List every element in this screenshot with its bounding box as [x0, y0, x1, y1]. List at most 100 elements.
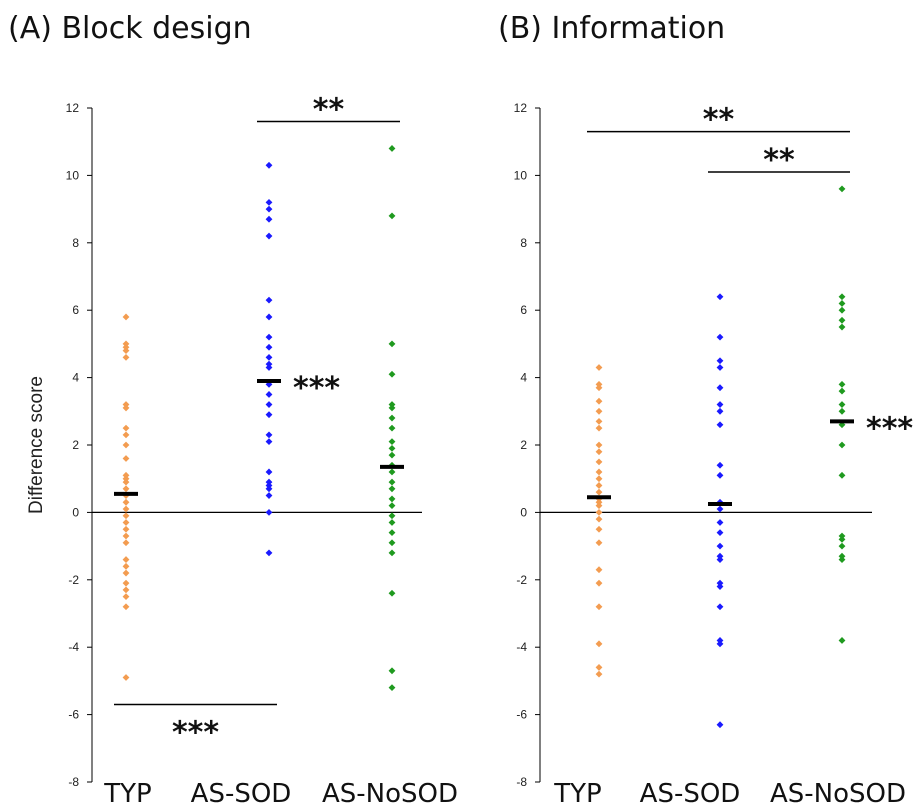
data-point — [122, 593, 130, 601]
data-point — [388, 370, 396, 378]
data-point — [122, 586, 130, 594]
data-point — [388, 539, 396, 547]
data-point — [595, 525, 603, 533]
y-tick-label: -6 — [516, 708, 527, 722]
data-point — [838, 535, 846, 543]
data-point — [122, 431, 130, 439]
data-point — [595, 458, 603, 466]
data-point — [265, 343, 273, 351]
y-tick-label: 2 — [72, 438, 79, 452]
data-point — [716, 364, 724, 371]
data-point — [265, 485, 273, 493]
y-tick-label: -2 — [68, 573, 79, 587]
data-point — [716, 421, 724, 429]
data-point — [595, 566, 603, 574]
data-point — [716, 401, 724, 408]
data-point — [838, 471, 846, 479]
data-point — [122, 313, 130, 321]
data-point — [595, 509, 603, 516]
data-point — [595, 448, 603, 456]
data-point — [122, 347, 130, 355]
data-point — [122, 539, 130, 547]
data-point — [122, 404, 130, 412]
data-point — [716, 519, 724, 526]
data-point — [838, 306, 846, 314]
y-tick-label: 8 — [72, 236, 79, 250]
y-axis-label: Difference score — [26, 376, 47, 514]
data-point — [122, 532, 130, 540]
data-point — [716, 556, 724, 563]
data-point — [122, 441, 130, 449]
comparison-label: ** — [703, 103, 735, 138]
data-point — [716, 357, 724, 365]
data-point — [265, 468, 273, 476]
data-point — [595, 407, 603, 415]
data-point — [122, 603, 130, 611]
data-point — [388, 424, 396, 432]
data-point — [122, 353, 130, 361]
data-point — [388, 478, 396, 486]
data-point — [838, 407, 846, 415]
data-point — [716, 471, 724, 479]
data-point — [716, 505, 724, 513]
data-point — [595, 670, 603, 678]
data-point — [122, 562, 130, 570]
data-point — [265, 296, 273, 304]
data-point — [595, 579, 603, 587]
data-point — [388, 519, 396, 526]
data-point — [388, 485, 396, 493]
data-point — [838, 380, 846, 388]
data-point — [716, 333, 724, 341]
data-point — [838, 556, 846, 563]
y-tick-label: 12 — [66, 101, 80, 115]
y-tick-label: -8 — [68, 775, 79, 789]
data-point — [122, 525, 130, 533]
data-point — [838, 542, 846, 550]
data-point — [265, 438, 273, 446]
data-point — [388, 145, 396, 152]
y-tick-label: 4 — [520, 371, 527, 385]
panel-b-title: (B) Information — [498, 11, 725, 46]
data-point — [595, 364, 603, 371]
y-tick-label: 12 — [514, 101, 528, 115]
data-point — [265, 401, 273, 408]
data-point — [838, 401, 846, 408]
data-point — [265, 232, 273, 240]
panel-a-title: (A) Block design — [8, 11, 252, 46]
data-point — [122, 424, 130, 432]
data-point — [388, 549, 396, 557]
data-point — [716, 640, 724, 648]
data-point — [838, 637, 846, 644]
data-point — [716, 721, 724, 729]
data-point — [595, 441, 603, 449]
data-point — [122, 485, 130, 493]
y-tick-label: -8 — [516, 775, 527, 789]
data-point — [265, 313, 273, 321]
data-point — [122, 478, 130, 486]
data-point — [265, 215, 273, 223]
y-tick-label: -2 — [516, 573, 527, 587]
x-category-label: AS-SOD — [191, 779, 292, 808]
data-point — [388, 404, 396, 412]
data-point — [595, 640, 603, 648]
data-point — [265, 198, 273, 206]
y-tick-label: 10 — [514, 168, 528, 182]
comparison-label: ** — [313, 92, 345, 127]
comparison-label: ** — [763, 143, 795, 178]
data-point — [838, 185, 846, 193]
data-point — [388, 667, 396, 675]
data-point — [595, 539, 603, 547]
data-point — [595, 515, 603, 523]
y-tick-label: 2 — [520, 438, 527, 452]
data-point — [595, 418, 603, 425]
data-point — [716, 407, 724, 415]
x-category-label: TYP — [553, 779, 601, 808]
data-point — [595, 664, 603, 671]
data-point — [838, 300, 846, 307]
y-tick-label: 4 — [72, 371, 79, 385]
y-tick-label: 0 — [520, 505, 527, 519]
y-tick-label: -6 — [68, 708, 79, 722]
